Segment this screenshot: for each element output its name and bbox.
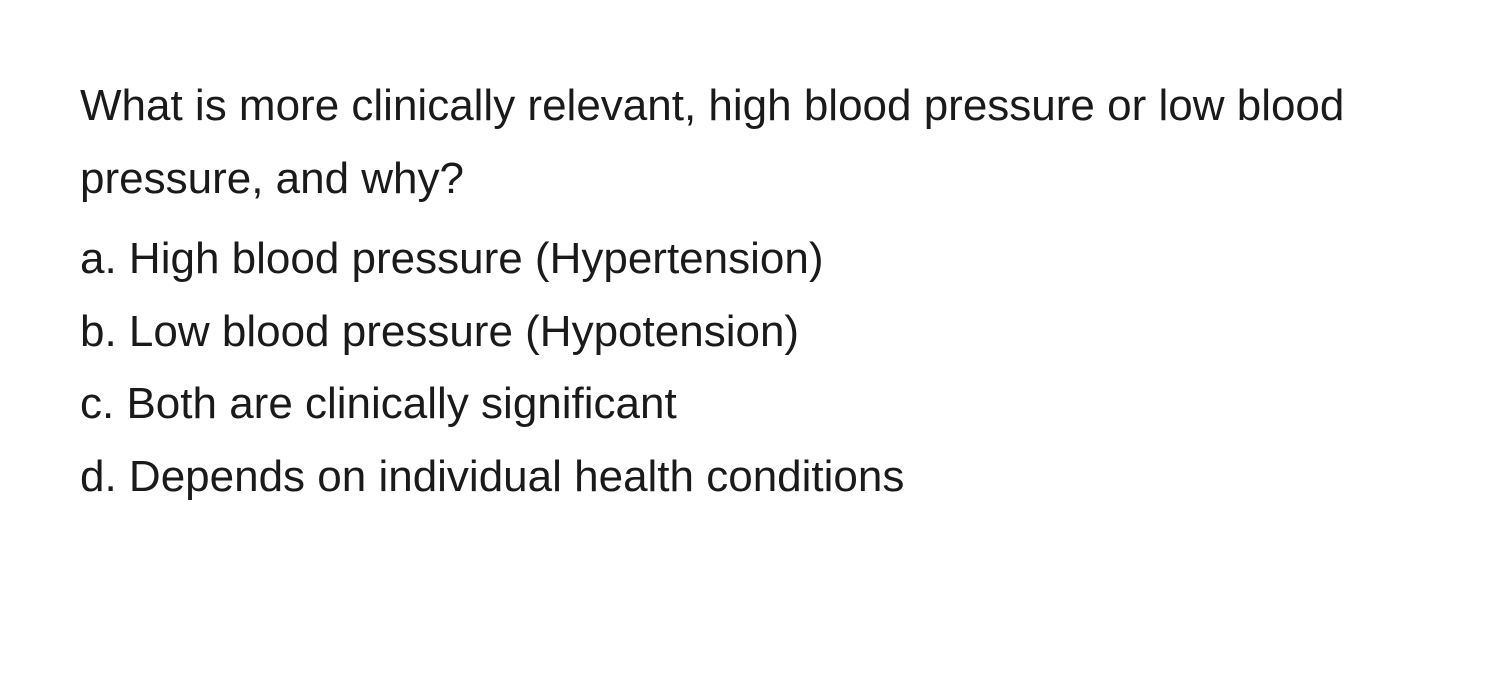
option-label: d.	[80, 452, 129, 501]
option-text: Both are clinically significant	[126, 379, 676, 428]
option-text: Low blood pressure (Hypotension)	[129, 307, 799, 356]
question-container: What is more clinically relevant, high b…	[80, 70, 1420, 514]
option-d: d. Depends on individual health conditio…	[80, 441, 1420, 514]
option-text: High blood pressure (Hypertension)	[129, 234, 824, 283]
option-label: b.	[80, 307, 129, 356]
option-label: c.	[80, 379, 126, 428]
question-text: What is more clinically relevant, high b…	[80, 70, 1420, 215]
option-text: Depends on individual health conditions	[129, 452, 904, 501]
option-c: c. Both are clinically significant	[80, 368, 1420, 441]
option-label: a.	[80, 234, 129, 283]
option-b: b. Low blood pressure (Hypotension)	[80, 296, 1420, 369]
option-a: a. High blood pressure (Hypertension)	[80, 223, 1420, 296]
